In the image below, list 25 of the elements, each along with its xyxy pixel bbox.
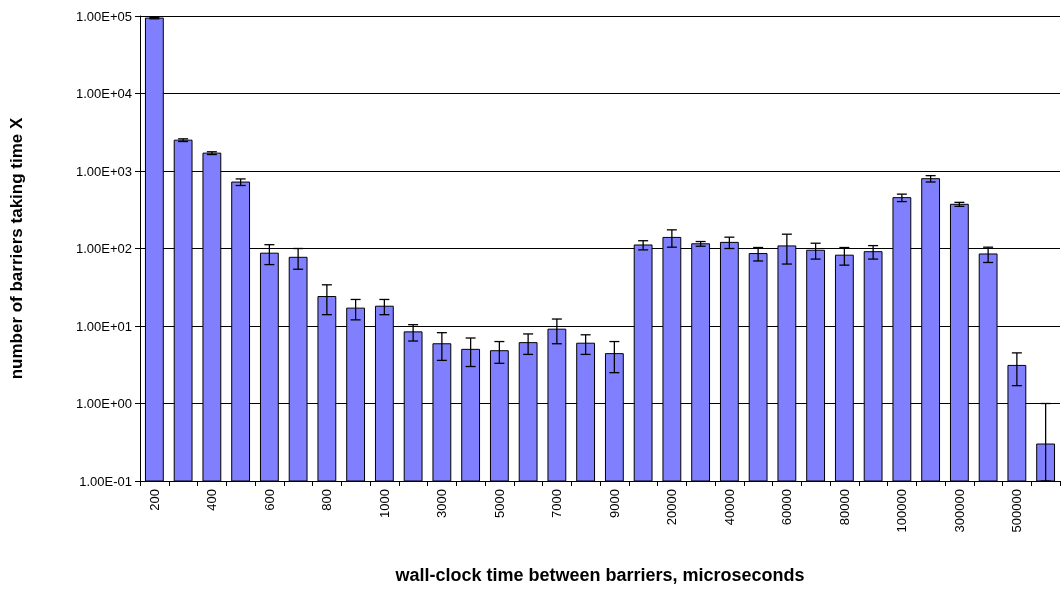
x-tick-label: 800 bbox=[319, 489, 335, 511]
y-tick-label: 1.00E+04 bbox=[75, 86, 132, 101]
x-tick-label: 200 bbox=[146, 489, 162, 511]
x-tick-label: 300000 bbox=[951, 489, 967, 533]
x-tick-label: 9000 bbox=[606, 489, 622, 518]
x-tick-label: 7000 bbox=[549, 489, 565, 518]
y-tick-label: 1.00E+02 bbox=[75, 241, 132, 256]
y-tick-label: 1.00E+00 bbox=[75, 396, 132, 411]
x-tick-label: 80000 bbox=[836, 489, 852, 526]
x-tick-label: 100000 bbox=[894, 489, 910, 533]
x-tick-label: 3000 bbox=[434, 489, 450, 518]
x-tick-label: 5000 bbox=[491, 489, 507, 518]
y-tick-label: 1.00E+03 bbox=[75, 163, 132, 179]
x-tick-label: 1000 bbox=[376, 489, 392, 518]
x-tick-label: 20000 bbox=[664, 489, 680, 526]
y-tick-label: 1.00E-01 bbox=[79, 473, 132, 489]
x-axis-title: wall-clock time between barriers, microseconds bbox=[394, 565, 805, 585]
x-tick-label: 500000 bbox=[1009, 489, 1025, 533]
x-tick-label: 60000 bbox=[779, 489, 795, 526]
y-axis-title: number of barriers taking time X bbox=[7, 117, 26, 380]
x-tick-label: 40000 bbox=[721, 489, 737, 526]
x-tick-label: 400 bbox=[204, 489, 220, 511]
y-tick-label: 1.00E+05 bbox=[75, 8, 132, 24]
y-tick-label: 1.00E+01 bbox=[75, 318, 132, 334]
x-tick-label: 600 bbox=[261, 489, 277, 511]
